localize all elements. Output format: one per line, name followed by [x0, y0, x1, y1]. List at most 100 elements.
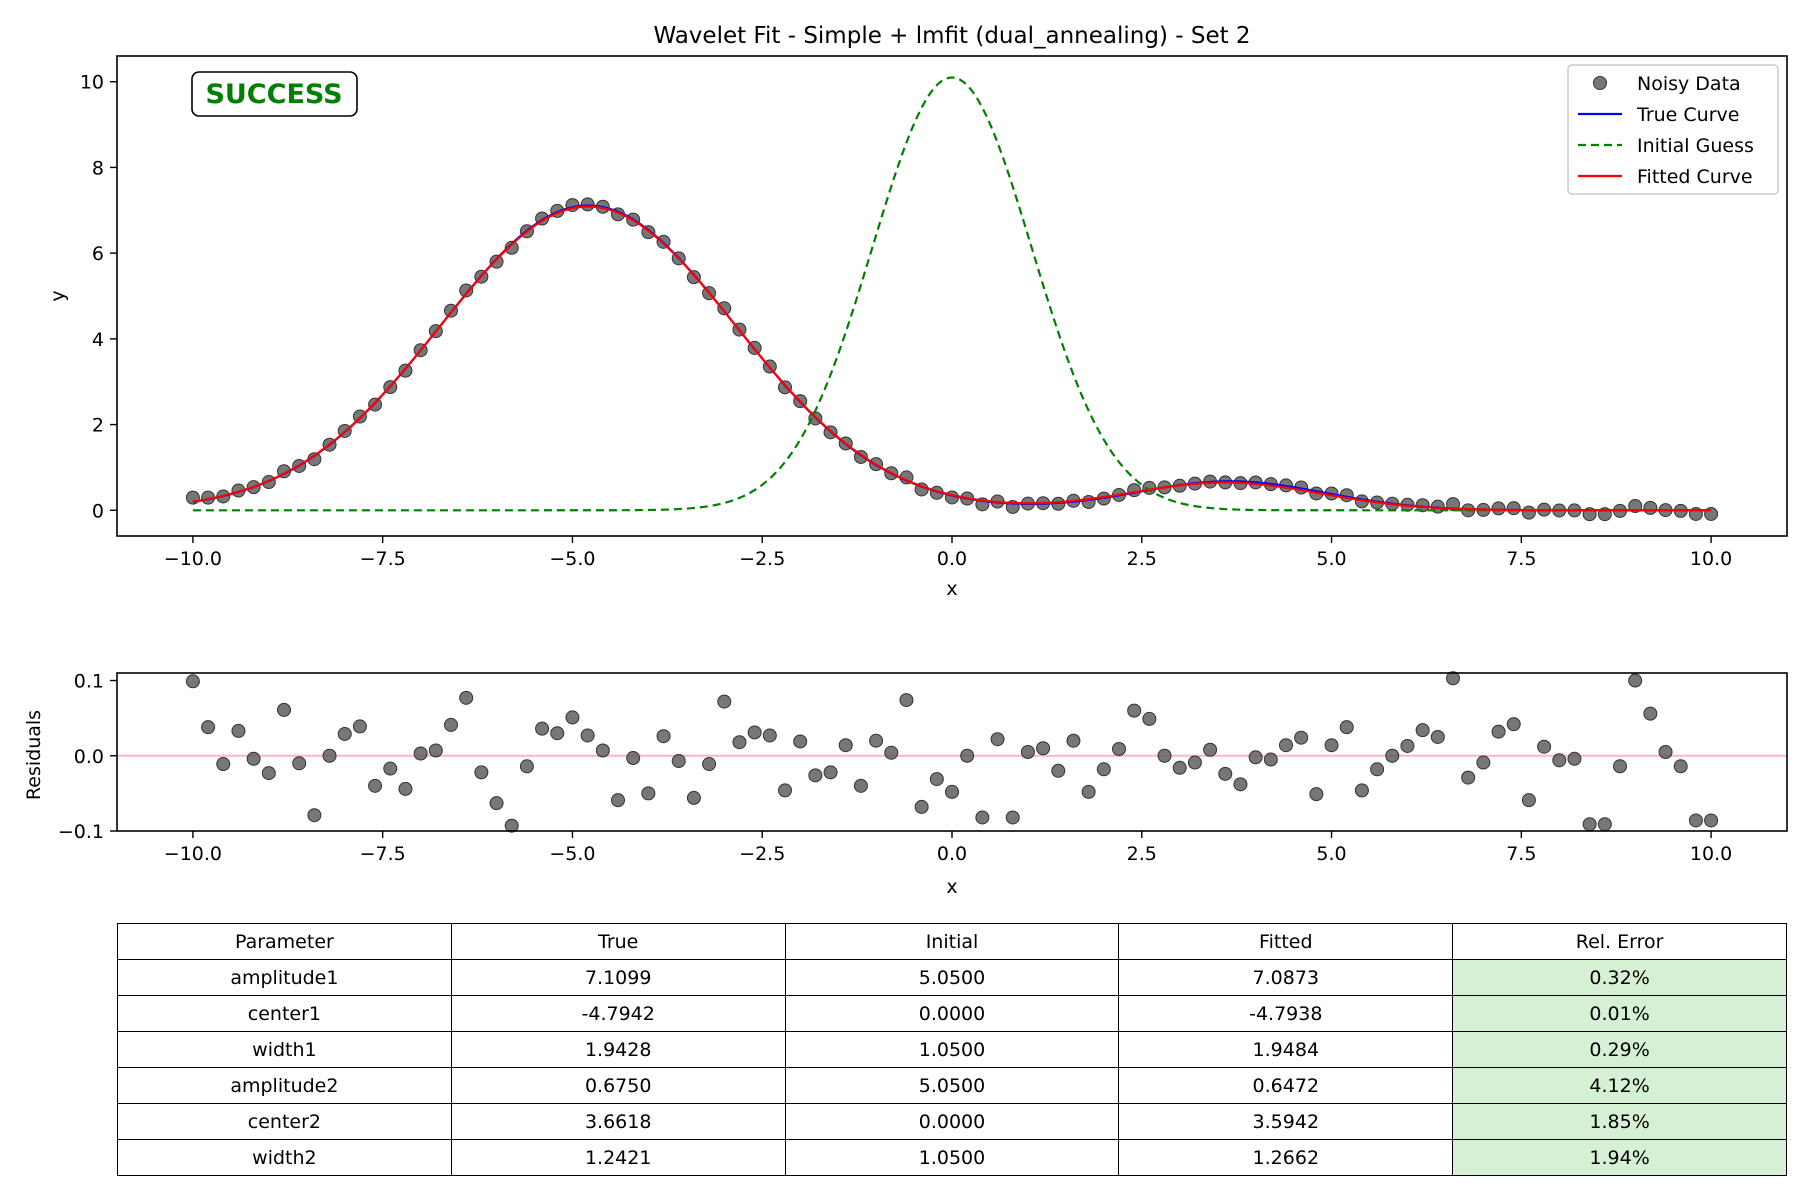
table-cell: amplitude2 — [117, 1067, 452, 1104]
main-chart-title: Wavelet Fit - Simple + lmfit (dual_annea… — [653, 23, 1250, 49]
residual-point — [1643, 706, 1658, 721]
table-cell: 5.0500 — [784, 959, 1120, 996]
residual-point — [1218, 766, 1233, 781]
residual-point — [580, 728, 595, 743]
residual-point — [1051, 763, 1066, 778]
residual-point — [793, 734, 808, 749]
x-tick-label: 2.5 — [1127, 548, 1157, 570]
residual-point — [1112, 741, 1126, 756]
residual-point — [869, 733, 884, 748]
table-header: True — [450, 923, 786, 960]
residual-point — [1203, 742, 1218, 757]
noisy-data-point — [1521, 505, 1536, 520]
y-tick-label: 10 — [80, 72, 104, 94]
residual-point — [717, 694, 732, 709]
residual-point — [884, 745, 899, 760]
residual-point — [1658, 745, 1673, 759]
y-tick-label: 2 — [92, 415, 104, 437]
x-tick-label: 5.0 — [1316, 548, 1346, 570]
table-cell: 0.6472 — [1118, 1067, 1454, 1104]
residual-point — [1491, 724, 1506, 739]
legend-label: Fitted Curve — [1637, 166, 1753, 188]
residual-point — [1430, 729, 1445, 744]
residual-point — [1096, 762, 1111, 777]
table-cell-rel-error: 0.01% — [1452, 995, 1787, 1032]
residual-point — [428, 743, 443, 758]
residual-point — [292, 756, 307, 771]
status-badge: SUCCESS — [191, 71, 358, 117]
table-row: center2 3.6618 0.0000 3.5942 1.85% — [117, 1103, 1787, 1140]
residual-point — [1688, 813, 1703, 828]
residual-point — [626, 751, 641, 766]
residuals-x-axis: −10.0 −7.5 −5.0 −2.5 0.0 2.5 5.0 7.5 10.0 — [164, 831, 1732, 865]
residual-point — [1036, 741, 1051, 756]
residual-point — [1081, 784, 1096, 799]
residual-point — [307, 808, 322, 823]
residual-point — [1521, 793, 1536, 808]
residual-point — [595, 743, 610, 758]
residual-point — [1415, 723, 1430, 738]
x-tick-label: −5.0 — [549, 548, 595, 570]
residual-point — [778, 783, 792, 798]
x-tick-label: −7.5 — [360, 843, 406, 865]
table-header-row: Parameter True Initial Fitted Rel. Error — [117, 923, 1787, 960]
table-cell: -4.7938 — [1118, 995, 1454, 1032]
x-tick-label: −10.0 — [164, 548, 222, 570]
table-cell: amplitude1 — [117, 959, 452, 996]
legend-label: Noisy Data — [1637, 73, 1741, 95]
main-y-axis-label: y — [47, 290, 69, 301]
table-cell-rel-error: 1.94% — [1452, 1139, 1787, 1176]
residual-point — [1552, 753, 1567, 768]
residual-point — [444, 717, 458, 732]
residual-point — [519, 759, 534, 774]
residual-point — [1294, 730, 1309, 745]
x-tick-label: 7.5 — [1506, 548, 1536, 570]
initial-guess-line — [192, 76, 1712, 512]
residual-point — [185, 674, 200, 689]
noisy-data-point — [504, 240, 519, 255]
residual-point — [1476, 755, 1491, 770]
y-tick-label: 0 — [92, 500, 104, 522]
residual-point — [1339, 720, 1354, 735]
residual-point — [1613, 759, 1627, 774]
main-y-axis: 0 2 4 6 8 10 — [80, 72, 117, 522]
residual-point — [853, 778, 868, 793]
noisy-data-point — [717, 301, 732, 316]
residual-point — [368, 778, 383, 793]
residual-point — [899, 693, 914, 708]
residual-point — [1142, 711, 1157, 726]
y-tick-label: −0.1 — [58, 821, 104, 843]
table-cell: 1.2421 — [450, 1139, 786, 1176]
residual-point — [1582, 817, 1597, 832]
residual-point — [277, 702, 291, 717]
residual-point — [808, 768, 823, 783]
x-tick-label: 10.0 — [1690, 843, 1732, 865]
residual-point — [611, 793, 625, 808]
table-header: Fitted — [1118, 923, 1454, 960]
residual-point — [216, 757, 231, 772]
residual-point — [1354, 783, 1369, 798]
residuals-plot-area — [117, 671, 1787, 833]
table-header: Rel. Error — [1452, 923, 1787, 960]
x-tick-label: 0.0 — [937, 548, 967, 570]
residual-point — [990, 732, 1005, 747]
table-cell: 1.2662 — [1118, 1139, 1454, 1176]
table-cell: 3.5942 — [1118, 1103, 1454, 1140]
residual-point — [960, 748, 975, 763]
table-cell: center2 — [117, 1103, 452, 1140]
residual-point — [1673, 759, 1688, 774]
table-cell: -4.7942 — [450, 995, 786, 1032]
residuals-y-axis: 0.1 0.0 −0.1 — [58, 671, 117, 843]
residual-point — [550, 726, 565, 741]
x-tick-label: −2.5 — [739, 843, 785, 865]
x-tick-label: 7.5 — [1506, 843, 1536, 865]
residual-point — [322, 748, 337, 763]
table-cell: 0.0000 — [784, 995, 1120, 1032]
residual-point — [1597, 817, 1612, 832]
y-tick-label: 0.1 — [74, 671, 104, 693]
residual-point — [201, 720, 216, 735]
residual-point — [1187, 755, 1202, 770]
y-tick-label: 4 — [92, 329, 104, 351]
table-row: amplitude2 0.6750 5.0500 0.6472 4.12% — [117, 1067, 1787, 1104]
